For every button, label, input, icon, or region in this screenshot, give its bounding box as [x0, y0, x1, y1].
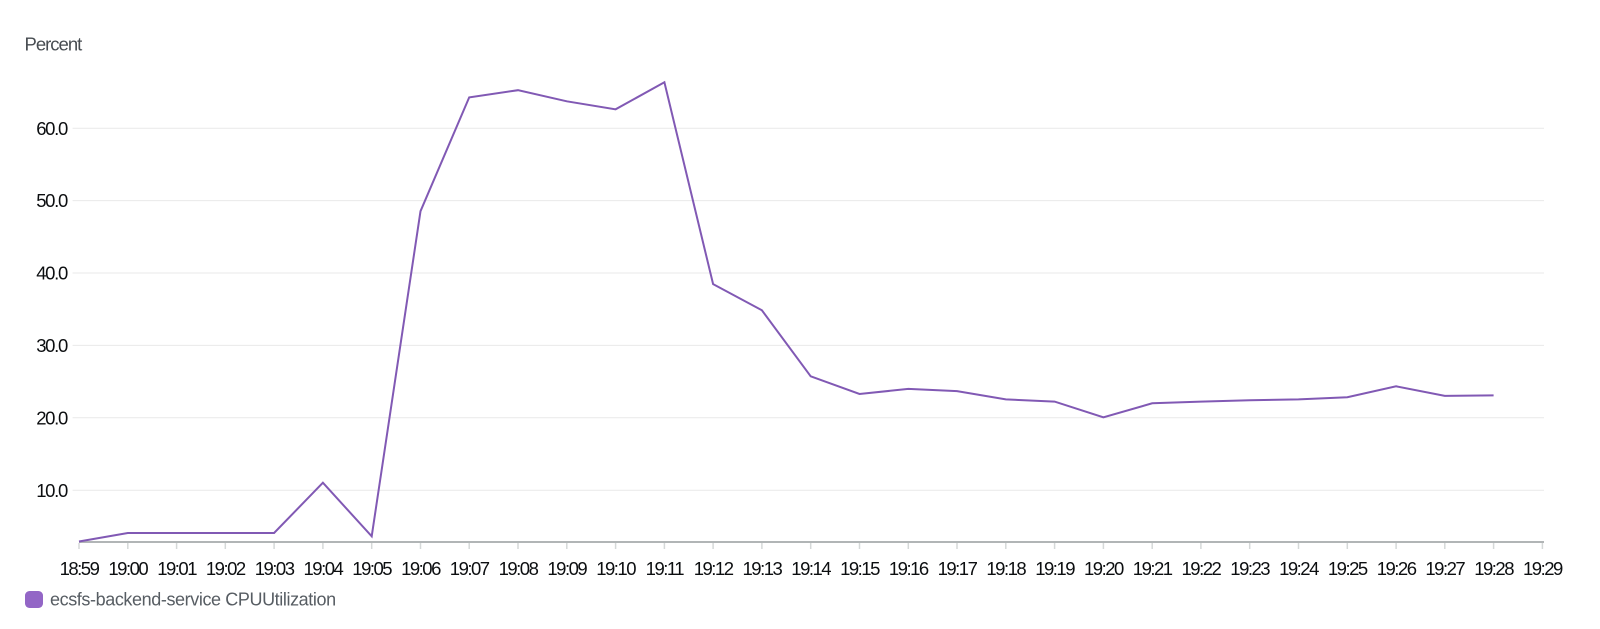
svg-text:19:05: 19:05 [352, 558, 392, 579]
svg-text:19:28: 19:28 [1474, 558, 1514, 579]
svg-text:20.0: 20.0 [36, 407, 68, 428]
svg-text:19:27: 19:27 [1425, 558, 1465, 579]
svg-text:19:06: 19:06 [401, 558, 441, 579]
svg-text:19:03: 19:03 [255, 558, 295, 579]
svg-text:19:17: 19:17 [938, 558, 978, 579]
svg-text:19:19: 19:19 [1035, 558, 1075, 579]
svg-text:ecsfs-backend-service CPUUtili: ecsfs-backend-service CPUUtilization [50, 590, 336, 610]
svg-text:19:22: 19:22 [1182, 558, 1222, 579]
svg-text:50.0: 50.0 [36, 190, 68, 211]
svg-text:19:13: 19:13 [743, 558, 783, 579]
svg-text:19:04: 19:04 [304, 558, 344, 579]
svg-text:18:59: 18:59 [60, 558, 100, 579]
svg-text:19:12: 19:12 [694, 558, 734, 579]
svg-text:19:01: 19:01 [157, 558, 197, 579]
svg-text:19:25: 19:25 [1328, 558, 1368, 579]
svg-text:19:00: 19:00 [108, 558, 148, 579]
svg-text:19:15: 19:15 [840, 558, 880, 579]
svg-text:60.0: 60.0 [36, 118, 68, 139]
svg-text:Percent: Percent [25, 34, 83, 55]
svg-text:19:24: 19:24 [1279, 558, 1319, 579]
svg-text:19:07: 19:07 [450, 558, 490, 579]
svg-text:40.0: 40.0 [36, 263, 68, 284]
svg-text:19:20: 19:20 [1084, 558, 1124, 579]
svg-text:19:11: 19:11 [646, 558, 685, 579]
svg-text:19:10: 19:10 [596, 558, 636, 579]
svg-text:19:14: 19:14 [791, 558, 831, 579]
svg-text:19:26: 19:26 [1377, 558, 1417, 579]
svg-text:19:23: 19:23 [1230, 558, 1270, 579]
svg-text:19:09: 19:09 [547, 558, 587, 579]
svg-text:10.0: 10.0 [36, 480, 68, 501]
svg-text:19:08: 19:08 [499, 558, 539, 579]
svg-text:19:18: 19:18 [986, 558, 1026, 579]
svg-text:19:29: 19:29 [1523, 558, 1563, 579]
svg-text:19:02: 19:02 [206, 558, 246, 579]
svg-text:19:21: 19:21 [1133, 558, 1173, 579]
svg-text:19:16: 19:16 [889, 558, 929, 579]
svg-text:30.0: 30.0 [36, 335, 68, 356]
